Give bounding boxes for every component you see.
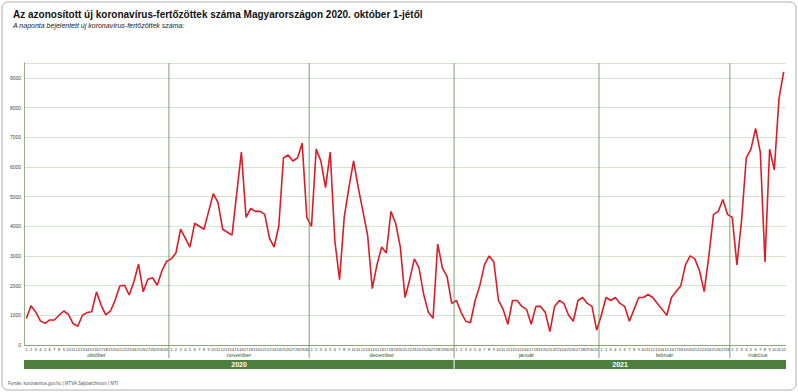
svg-text:1: 1 — [731, 347, 734, 352]
svg-text:2000: 2000 — [10, 283, 21, 289]
svg-text:2: 2 — [605, 347, 608, 352]
svg-text:8: 8 — [633, 347, 636, 352]
svg-text:4: 4 — [614, 347, 617, 352]
svg-text:6: 6 — [754, 347, 757, 352]
svg-text:12: 12 — [781, 347, 786, 352]
svg-text:9000: 9000 — [10, 75, 21, 81]
svg-text:február: február — [656, 352, 674, 358]
svg-text:6: 6 — [479, 347, 482, 352]
svg-text:3: 3 — [740, 347, 743, 352]
svg-text:7: 7 — [53, 347, 56, 352]
svg-text:8: 8 — [764, 347, 767, 352]
svg-text:1: 1 — [170, 347, 173, 352]
html-text:10 11 12 13 14 15 16 17 18 19: 10 11 12 13 14 15 16 17 18 19 20 21 22 2… — [351, 346, 454, 352]
svg-text:március: március — [748, 352, 768, 358]
svg-text:október: október — [87, 352, 106, 358]
svg-text:3: 3 — [465, 347, 468, 352]
svg-text:7: 7 — [628, 347, 631, 352]
svg-text:7000: 7000 — [10, 134, 21, 140]
svg-text:5: 5 — [619, 347, 622, 352]
svg-text:4: 4 — [39, 347, 42, 352]
svg-text:9: 9 — [348, 347, 351, 352]
svg-text:1: 1 — [455, 347, 458, 352]
svg-text:4: 4 — [324, 347, 327, 352]
svg-text:2: 2 — [175, 347, 178, 352]
svg-text:1: 1 — [600, 347, 603, 352]
svg-text:5: 5 — [189, 347, 192, 352]
svg-text:1: 1 — [25, 347, 28, 352]
svg-text:Forrás: koronavirus.gov.hu | M: Forrás: koronavirus.gov.hu | MTVA Sajtóa… — [8, 381, 118, 386]
svg-text:5: 5 — [750, 347, 753, 352]
svg-text:6: 6 — [194, 347, 197, 352]
svg-text:0: 0 — [18, 342, 21, 348]
svg-text:8: 8 — [488, 347, 491, 352]
html-text:10 11 12 13 14 15 16 17 18 19: 10 11 12 13 14 15 16 17 18 19 20 21 22 2… — [66, 346, 169, 352]
svg-text:9: 9 — [769, 347, 772, 352]
svg-text:4000: 4000 — [10, 223, 21, 229]
svg-text:3: 3 — [35, 347, 38, 352]
svg-text:4: 4 — [469, 347, 472, 352]
svg-text:november: november — [227, 352, 252, 358]
svg-text:5000: 5000 — [10, 194, 21, 200]
html-text:10 11 12 13 14 15 16 17 18 19: 10 11 12 13 14 15 16 17 18 19 20 21 22 2… — [641, 346, 730, 352]
svg-text:8: 8 — [343, 347, 346, 352]
svg-text:3: 3 — [610, 347, 613, 352]
svg-text:2020: 2020 — [231, 361, 247, 368]
svg-text:9: 9 — [638, 347, 641, 352]
svg-text:3: 3 — [320, 347, 323, 352]
svg-text:2: 2 — [736, 347, 739, 352]
svg-text:6: 6 — [624, 347, 627, 352]
svg-text:6: 6 — [334, 347, 337, 352]
svg-text:január: január — [518, 352, 534, 358]
svg-text:8000: 8000 — [10, 105, 21, 111]
svg-text:2021: 2021 — [612, 361, 628, 368]
svg-text:december: december — [369, 352, 394, 358]
svg-text:1000: 1000 — [10, 312, 21, 318]
svg-text:4: 4 — [745, 347, 748, 352]
svg-text:9: 9 — [63, 347, 66, 352]
html-text:10 11 12 13 14 15 16 17 18 19: 10 11 12 13 14 15 16 17 18 19 20 21 22 2… — [496, 346, 599, 352]
svg-text:2: 2 — [460, 347, 463, 352]
svg-text:Az azonosított új koronavírus-: Az azonosított új koronavírus-fertőzötte… — [13, 9, 423, 20]
svg-text:7: 7 — [483, 347, 486, 352]
svg-text:5: 5 — [44, 347, 47, 352]
svg-text:2: 2 — [30, 347, 33, 352]
svg-text:7: 7 — [338, 347, 341, 352]
svg-text:8: 8 — [58, 347, 61, 352]
svg-text:6: 6 — [49, 347, 52, 352]
svg-text:9: 9 — [208, 347, 211, 352]
svg-text:2: 2 — [315, 347, 318, 352]
svg-text:4: 4 — [184, 347, 187, 352]
svg-text:8: 8 — [203, 347, 206, 352]
svg-text:A naponta bejelentett új koron: A naponta bejelentett új koronavírus-fer… — [12, 22, 184, 30]
svg-text:5: 5 — [329, 347, 332, 352]
svg-text:1: 1 — [310, 347, 313, 352]
svg-text:3000: 3000 — [10, 253, 21, 259]
html-text:10 11: 10 11 — [772, 346, 782, 352]
html-text:10 11 12 13 14 15 16 17 18 19: 10 11 12 13 14 15 16 17 18 19 20 21 22 2… — [211, 346, 310, 352]
svg-text:6000: 6000 — [10, 164, 21, 170]
svg-text:7: 7 — [198, 347, 201, 352]
svg-text:5: 5 — [474, 347, 477, 352]
svg-text:3: 3 — [179, 347, 182, 352]
svg-text:9: 9 — [493, 347, 496, 352]
svg-text:7: 7 — [759, 347, 762, 352]
